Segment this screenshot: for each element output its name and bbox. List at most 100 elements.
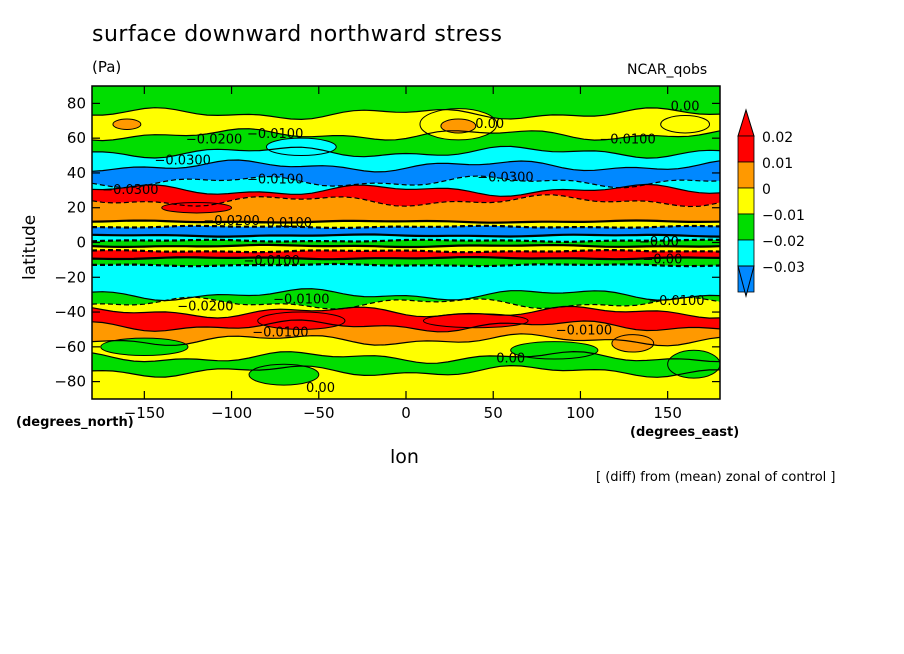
contour-line-18	[92, 305, 720, 319]
colorbar-level-5: −0.03	[762, 260, 805, 276]
chart-units: (Pa)	[92, 58, 122, 76]
contour-line-9	[92, 224, 720, 229]
colorbar-over-arrow	[737, 108, 755, 137]
contour-label-12: −0.00	[643, 252, 683, 267]
contour-label-17: −0.0100	[252, 325, 308, 340]
contour-patch-12	[667, 349, 720, 379]
y-tick-label-5: −20	[54, 268, 86, 286]
contour-label-11: −0.00	[639, 235, 679, 250]
model-label: NCAR_qobs	[627, 62, 708, 78]
contour-band-20	[92, 333, 720, 364]
contour-patch-2	[112, 118, 142, 130]
contour-patch-3	[660, 115, 711, 134]
contour-label-2: −0.0100	[247, 127, 303, 142]
contour-line-12	[92, 243, 720, 249]
contour-label-6: −0.0300	[477, 171, 533, 186]
contour-line-11	[92, 238, 720, 244]
contour-line-15	[92, 262, 720, 268]
x-tick-label-2: −50	[303, 404, 335, 422]
y-tick-label-4: 0	[76, 234, 86, 252]
contour-line-7	[92, 194, 720, 208]
contour-line-19	[92, 319, 720, 333]
contour-label-14: −0.0100	[273, 292, 329, 307]
contour-patch-8	[611, 334, 655, 353]
y-axis-label: latitude	[20, 214, 40, 280]
contour-label-3: −0.0200	[186, 132, 242, 147]
contour-line-6	[92, 183, 720, 197]
contour-band-4	[92, 160, 720, 188]
x-tick-label-3: 0	[401, 404, 411, 422]
contour-line-1	[92, 107, 720, 121]
contour-label-19: 0.00	[496, 352, 525, 367]
y-tick-label-2: 40	[67, 164, 86, 182]
colorbar-level-4: −0.02	[762, 234, 805, 250]
contour-line-14	[92, 256, 720, 261]
contour-patch-10	[510, 341, 599, 360]
contour-label-8: −0.0100	[247, 172, 303, 187]
colorbar-swatch-4	[737, 239, 755, 267]
contour-label-9: −0.0200	[203, 214, 259, 229]
contour-line-16	[92, 288, 720, 302]
contour-band-3	[92, 146, 720, 172]
x-tick-label-4: 50	[484, 404, 503, 422]
contour-label-15: −0.0200	[177, 299, 233, 314]
contour-band-0	[92, 86, 720, 120]
contour-line-3	[92, 145, 720, 159]
colorbar-level-3: −0.01	[762, 208, 805, 224]
y-tick-label-7: −60	[54, 338, 86, 356]
colorbar-level-0: 0.02	[762, 130, 793, 146]
contour-label-20: 0.00	[306, 381, 335, 396]
y-tick-label-3: 20	[67, 199, 86, 217]
contour-line-4	[92, 159, 720, 173]
colorbar-under-arrow	[737, 265, 755, 298]
colorbar-swatch-2	[737, 187, 755, 215]
colorbar-swatch-0	[737, 135, 755, 163]
colorbar-level-1: 0.01	[762, 156, 793, 172]
contour-patch-5	[161, 202, 233, 214]
y-tick-label-1: 60	[67, 129, 86, 147]
contour-label-10: −0.0100	[256, 216, 312, 231]
contour-band-18	[92, 306, 720, 332]
contour-line-21	[92, 350, 720, 364]
contour-label-18: −0.0100	[556, 324, 612, 339]
contour-label-5: −0.0300	[155, 153, 211, 168]
contour-patch-6	[257, 311, 346, 330]
contour-band-15	[92, 264, 720, 301]
contour-label-1: 0.00	[475, 117, 504, 132]
difference-note: [ (diff) from (mean) zonal of control ]	[596, 470, 836, 485]
contour-line-8	[92, 219, 720, 224]
contour-line-2	[92, 128, 720, 142]
contour-band-12	[92, 244, 720, 253]
colorbar-level-2: 0	[762, 182, 771, 198]
contour-label-0: 0.00	[671, 99, 700, 114]
x-axis-label: lon	[390, 446, 419, 468]
y-tick-label-6: −40	[54, 303, 86, 321]
contour-label-13: −0.0100	[243, 254, 299, 269]
contour-line-20	[92, 333, 720, 347]
contour-label-16: −0.0100	[648, 294, 704, 309]
contour-line-17	[92, 296, 720, 310]
colorbar-swatch-1	[737, 161, 755, 189]
contour-label-7: −0.0300	[102, 183, 158, 198]
x-tick-label-0: −150	[124, 404, 165, 422]
x-tick-label-6: 150	[653, 404, 682, 422]
contour-label-4: −0.0100	[599, 132, 655, 147]
y-unit-label: (degrees_north)	[16, 415, 134, 430]
contour-line-5	[92, 175, 720, 189]
chart-title: surface downward northward stress	[92, 22, 503, 47]
x-tick-label-5: 100	[566, 404, 595, 422]
contour-band-7	[92, 194, 720, 223]
contour-band-1	[92, 107, 720, 141]
y-tick-label-0: 80	[67, 94, 86, 112]
contour-band-5	[92, 176, 720, 197]
colorbar-swatch-3	[737, 213, 755, 241]
contour-line-13	[92, 248, 720, 254]
contour-band-16	[92, 288, 720, 309]
contour-line-10	[92, 233, 720, 238]
contour-patch-9	[100, 337, 189, 357]
x-tick-label-1: −100	[211, 404, 252, 422]
x-unit-label: (degrees_east)	[630, 425, 740, 440]
contour-patch-1	[440, 118, 477, 134]
contour-line-22	[92, 364, 720, 378]
